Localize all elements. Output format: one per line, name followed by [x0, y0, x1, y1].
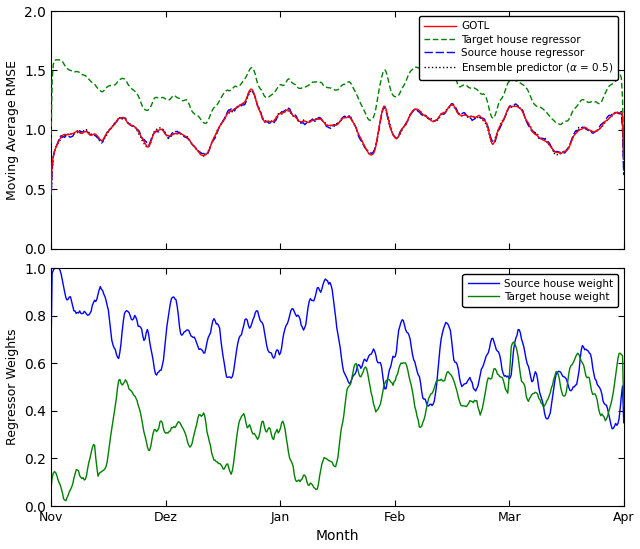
Legend: GOTL, Target house regressor, Source house regressor, Ensemble predictor ($\alph: GOTL, Target house regressor, Source hou… [419, 16, 618, 80]
Source house regressor [607, 113, 615, 119]
Target house regressor [358, 103, 366, 109]
Target house weight [320, 455, 328, 461]
Source house regressor [324, 124, 332, 130]
GOTL [324, 122, 332, 129]
Ensemble predictor ($\alpha$ = 0.5) [358, 139, 366, 145]
Target house weight [62, 497, 70, 504]
GOTL [320, 119, 328, 126]
Line: Target house regressor: Target house regressor [51, 60, 624, 157]
Target house regressor [320, 83, 328, 89]
Ensemble predictor ($\alpha$ = 0.5) [248, 87, 255, 93]
Source house weight [518, 336, 525, 343]
Source house weight [358, 363, 366, 369]
Source house weight [320, 278, 328, 284]
Source house regressor [248, 87, 255, 94]
Ensemble predictor ($\alpha$ = 0.5) [389, 131, 397, 138]
Source house regressor [518, 105, 525, 111]
Target house regressor [53, 57, 61, 63]
Target house weight [620, 402, 628, 409]
Target house regressor [47, 140, 55, 147]
Source house weight [324, 278, 332, 284]
Source house weight [609, 425, 616, 432]
Source house regressor [47, 199, 55, 205]
Ensemble predictor ($\alpha$ = 0.5) [518, 107, 525, 113]
GOTL [247, 86, 255, 92]
Source house weight [51, 265, 58, 272]
Target house weight [609, 395, 616, 401]
Ensemble predictor ($\alpha$ = 0.5) [607, 112, 615, 119]
Line: GOTL: GOTL [51, 89, 624, 194]
GOTL [607, 113, 615, 120]
Legend: Source house weight, Target house weight: Source house weight, Target house weight [463, 273, 618, 307]
Target house regressor [389, 92, 397, 98]
Line: Target house weight: Target house weight [51, 342, 624, 501]
Target house weight [389, 382, 397, 389]
Y-axis label: Regressor Weights: Regressor Weights [6, 329, 19, 445]
GOTL [389, 131, 397, 138]
Ensemble predictor ($\alpha$ = 0.5) [47, 199, 55, 205]
Source house regressor [358, 138, 366, 145]
X-axis label: Month: Month [316, 529, 359, 544]
Source house regressor [389, 131, 397, 138]
Line: Source house regressor: Source house regressor [51, 91, 624, 202]
Source house weight [389, 353, 397, 360]
Line: Ensemble predictor ($\alpha$ = 0.5): Ensemble predictor ($\alpha$ = 0.5) [51, 90, 624, 202]
Ensemble predictor ($\alpha$ = 0.5) [620, 170, 628, 177]
GOTL [620, 156, 628, 163]
Source house weight [620, 419, 628, 426]
Source house weight [607, 422, 615, 428]
Target house regressor [324, 85, 332, 91]
Target house regressor [518, 81, 525, 87]
Target house weight [358, 371, 366, 378]
Ensemble predictor ($\alpha$ = 0.5) [324, 122, 332, 128]
Target house weight [324, 456, 332, 463]
Source house weight [47, 349, 55, 356]
Source house regressor [620, 172, 628, 178]
Target house weight [509, 339, 517, 345]
Ensemble predictor ($\alpha$ = 0.5) [320, 119, 328, 126]
Target house regressor [620, 154, 628, 160]
Line: Source house weight: Source house weight [51, 268, 624, 429]
Y-axis label: Moving Average RMSE: Moving Average RMSE [6, 60, 19, 200]
Source house regressor [320, 120, 328, 126]
GOTL [47, 191, 55, 198]
GOTL [518, 107, 525, 114]
GOTL [358, 137, 366, 144]
Target house regressor [607, 81, 615, 88]
Target house weight [47, 485, 55, 492]
Target house weight [519, 379, 527, 385]
